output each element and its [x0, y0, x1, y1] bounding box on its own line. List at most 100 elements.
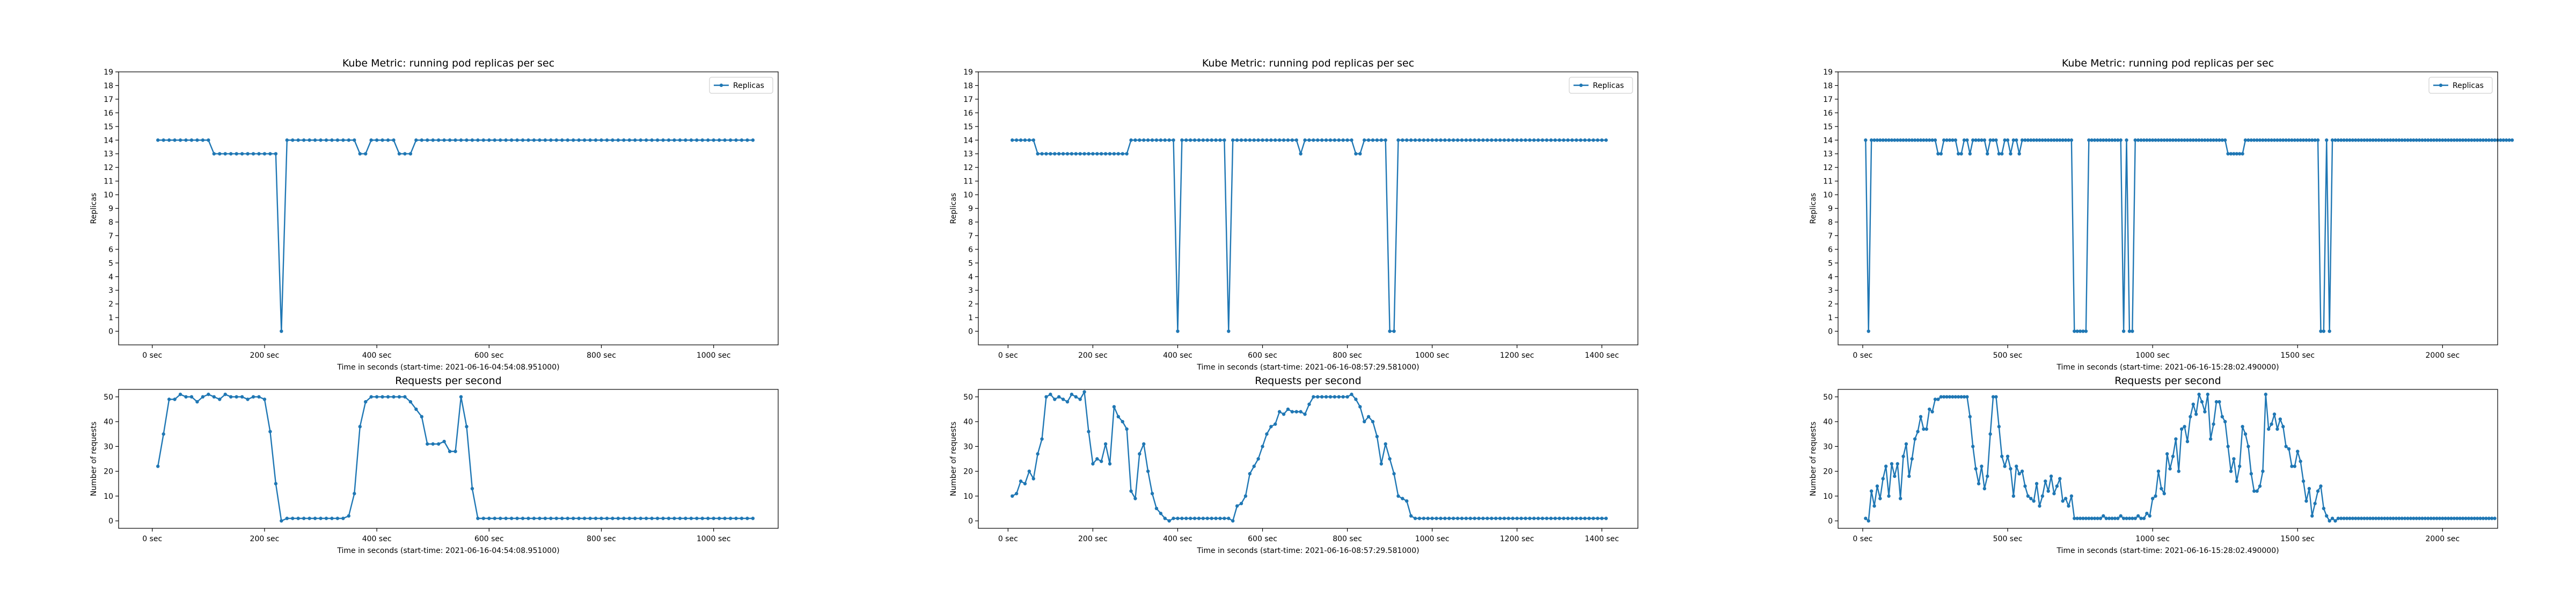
- data-point: [2458, 517, 2462, 520]
- data-point: [689, 138, 693, 142]
- data-point: [2000, 152, 2004, 156]
- data-point: [1125, 152, 1129, 156]
- y-tick-label: 13: [104, 150, 113, 159]
- y-tick-label: 2: [108, 300, 113, 309]
- y-tick-label: 3: [1828, 286, 1833, 295]
- data-point: [2032, 499, 2036, 503]
- data-point: [431, 442, 435, 446]
- data-point: [2284, 138, 2288, 142]
- data-point: [2220, 138, 2224, 142]
- data-point: [723, 517, 727, 520]
- data-point: [1916, 138, 1920, 142]
- data-point: [1316, 138, 1320, 142]
- data-point: [2139, 138, 2143, 142]
- data-point: [695, 517, 699, 520]
- data-point: [2084, 517, 2088, 520]
- data-point: [572, 138, 575, 142]
- data-point: [1591, 138, 1596, 142]
- data-point: [2203, 410, 2207, 414]
- data-point: [1282, 138, 1286, 142]
- x-tick-label: 1500 sec: [2280, 535, 2315, 543]
- data-point: [509, 517, 514, 520]
- data-point: [695, 138, 699, 142]
- data-point: [420, 138, 424, 142]
- data-point: [414, 138, 418, 142]
- data-point: [2189, 138, 2192, 142]
- data-point: [2006, 454, 2010, 459]
- data-point: [2339, 517, 2343, 520]
- data-point: [2310, 514, 2314, 518]
- data-point: [2020, 138, 2024, 142]
- data-point: [235, 152, 238, 156]
- data-point: [2275, 138, 2279, 142]
- x-tick-label: 600 sec: [1248, 535, 1277, 543]
- data-point: [493, 138, 496, 142]
- data-point: [2264, 393, 2268, 396]
- data-point: [2255, 489, 2259, 493]
- data-point: [1904, 138, 1908, 142]
- data-point: [173, 397, 177, 401]
- data-point: [2113, 517, 2117, 520]
- data-point: [2136, 138, 2140, 142]
- data-point: [645, 138, 648, 142]
- data-point: [1277, 410, 1282, 414]
- data-point: [1583, 517, 1587, 520]
- data-point: [1936, 152, 1940, 156]
- chart-panel-4: Requests per second 0 10 20 30 40 50 0 sec 200 s…: [949, 375, 1638, 555]
- y-tick-label: 7: [968, 232, 973, 240]
- data-point: [2243, 432, 2248, 436]
- y-tick-label: 17: [963, 95, 973, 104]
- data-point: [481, 517, 486, 520]
- data-point: [2113, 138, 2117, 142]
- data-point: [1545, 138, 1549, 142]
- data-point: [543, 138, 547, 142]
- data-point: [1515, 138, 1519, 142]
- data-point: [2464, 138, 2468, 142]
- y-tick-label: 40: [963, 418, 973, 426]
- data-point: [1154, 506, 1159, 511]
- x-axis-label: Time in seconds (start-time: 2021-06-16-…: [336, 363, 559, 372]
- data-point: [566, 517, 569, 520]
- data-point: [476, 517, 480, 520]
- data-point: [594, 138, 598, 142]
- data-point: [1468, 517, 1473, 520]
- data-point: [392, 138, 396, 142]
- y-tick-label: 0: [108, 328, 113, 336]
- data-point: [2121, 329, 2126, 333]
- data-point: [2191, 402, 2195, 406]
- y-tick-label: 50: [1823, 393, 1833, 402]
- data-point: [274, 482, 278, 485]
- data-point: [2351, 517, 2355, 520]
- data-point: [1294, 138, 1298, 142]
- data-point: [178, 393, 182, 396]
- data-point: [582, 517, 587, 520]
- data-point: [1485, 138, 1489, 142]
- legend-box: [1569, 77, 1633, 94]
- data-point: [1930, 410, 1934, 414]
- data-point: [1930, 138, 1934, 142]
- data-point: [1014, 492, 1019, 496]
- data-point: [1596, 517, 1600, 520]
- data-point: [2156, 138, 2161, 142]
- data-point: [1579, 517, 1583, 520]
- data-point: [1061, 397, 1065, 401]
- data-point: [2368, 138, 2372, 142]
- data-point: [2272, 412, 2277, 416]
- data-point: [2067, 504, 2070, 508]
- x-tick-label: 600 sec: [474, 535, 504, 543]
- data-point: [1172, 517, 1175, 520]
- data-point: [223, 393, 227, 396]
- data-point: [291, 138, 295, 142]
- data-point: [1180, 138, 1184, 142]
- data-point: [2125, 138, 2128, 142]
- data-point: [2452, 517, 2456, 520]
- data-point: [1951, 138, 1955, 142]
- data-point: [1540, 517, 1545, 520]
- data-point: [1133, 497, 1137, 500]
- data-point: [280, 519, 283, 523]
- data-point: [1261, 445, 1264, 448]
- data-point: [2281, 425, 2285, 429]
- data-point: [2359, 138, 2363, 142]
- data-point: [2310, 138, 2314, 142]
- data-point: [426, 138, 429, 142]
